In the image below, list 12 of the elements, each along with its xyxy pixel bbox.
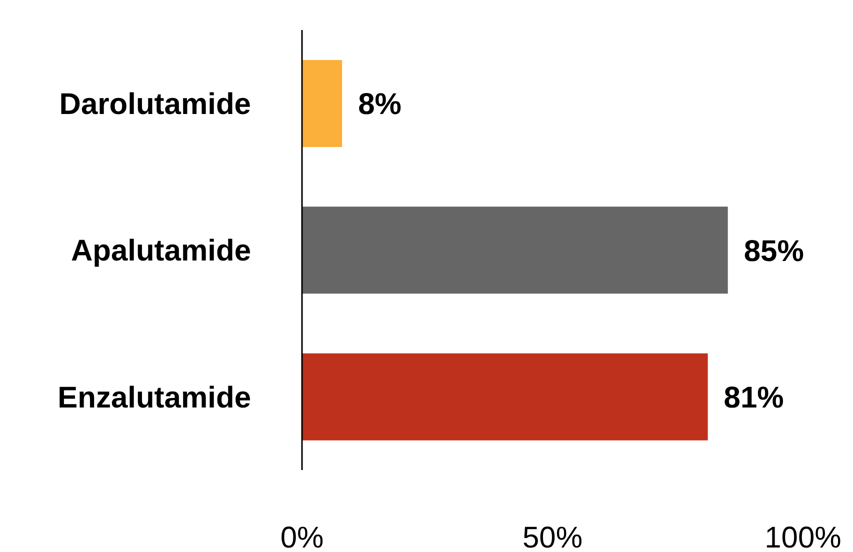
y-tick-label: Enzalutamide: [58, 381, 251, 414]
data-label: 85%: [744, 234, 804, 268]
bar: [302, 206, 728, 294]
y-tick-label: Apalutamide: [70, 234, 251, 268]
bar: [302, 353, 708, 440]
y-tick-label: Darolutamide: [59, 88, 251, 121]
x-tick-label: 100%: [764, 521, 842, 552]
data-label: 81%: [724, 381, 784, 414]
data-label: 8%: [358, 88, 402, 122]
bar: [302, 60, 342, 147]
x-tick-label: 50%: [522, 521, 583, 552]
x-tick-label: 0%: [280, 521, 324, 552]
